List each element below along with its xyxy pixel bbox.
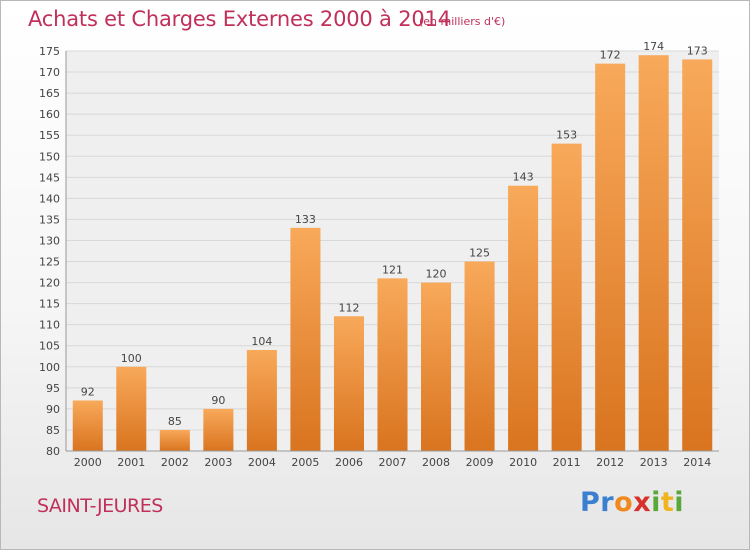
- commune-name: SAINT-JEURES: [37, 495, 163, 517]
- y-tick-label: 140: [39, 192, 60, 205]
- y-tick-label: 125: [39, 256, 60, 269]
- chart-title: Achats et Charges Externes 2000 à 2014: [28, 7, 451, 31]
- x-tick-label: 2002: [161, 456, 189, 469]
- y-tick-label: 95: [46, 382, 60, 395]
- logo-letter: i: [651, 487, 661, 518]
- data-label: 153: [556, 129, 577, 142]
- x-tick-label: 2009: [466, 456, 494, 469]
- y-tick-label: 150: [39, 150, 60, 163]
- y-tick-label: 170: [39, 66, 60, 79]
- bar-2004: [246, 349, 277, 451]
- data-label: 133: [295, 213, 316, 226]
- bar-2005: [290, 227, 321, 451]
- bar-2014: [682, 59, 713, 451]
- x-tick-label: 2011: [553, 456, 581, 469]
- data-label: 125: [469, 247, 490, 260]
- y-tick-label: 145: [39, 171, 60, 184]
- y-tick-label: 165: [39, 87, 60, 100]
- bar-2013: [638, 55, 669, 452]
- bar-2008: [421, 282, 452, 451]
- bar-2002: [159, 429, 190, 451]
- x-tick-label: 2012: [596, 456, 624, 469]
- y-tick-label: 80: [46, 445, 60, 458]
- bar-2000: [72, 400, 103, 451]
- logo-letter: P: [580, 487, 601, 518]
- y-tick-label: 110: [39, 319, 60, 332]
- data-label: 173: [687, 44, 708, 57]
- data-label: 100: [121, 352, 142, 365]
- logo-letter: x: [633, 487, 652, 518]
- x-tick-label: 2004: [248, 456, 276, 469]
- bar-2010: [508, 185, 539, 451]
- data-label: 92: [81, 385, 95, 398]
- bar-2011: [551, 143, 582, 451]
- x-tick-label: 2007: [379, 456, 407, 469]
- data-label: 104: [251, 335, 272, 348]
- bar-2006: [333, 316, 364, 451]
- logo-letter: r: [600, 487, 615, 518]
- data-label: 120: [426, 268, 447, 281]
- chart-unit: (en milliers d'€): [419, 15, 506, 28]
- proxiti-logo: Proxiti: [580, 487, 684, 518]
- bar-2009: [464, 261, 495, 451]
- y-tick-label: 115: [39, 298, 60, 311]
- data-label: 112: [338, 301, 359, 314]
- bar-2003: [203, 408, 234, 451]
- bar-2007: [377, 278, 408, 451]
- data-label: 90: [211, 394, 225, 407]
- data-label: 143: [513, 171, 534, 184]
- y-tick-label: 175: [39, 45, 60, 58]
- y-tick-label: 105: [39, 340, 60, 353]
- x-tick-label: 2000: [74, 456, 102, 469]
- x-tick-label: 2014: [683, 456, 711, 469]
- bar-2001: [116, 366, 147, 451]
- bar-2012: [595, 63, 626, 451]
- data-label: 85: [168, 415, 182, 428]
- logo-letter: o: [614, 487, 634, 518]
- x-tick-label: 2008: [422, 456, 450, 469]
- x-tick-label: 2003: [204, 456, 232, 469]
- x-tick-label: 2006: [335, 456, 363, 469]
- logo-letter: i: [674, 487, 685, 518]
- y-tick-label: 120: [39, 277, 60, 290]
- y-tick-label: 155: [39, 129, 60, 142]
- data-label: 172: [600, 49, 621, 62]
- x-tick-label: 2013: [640, 456, 668, 469]
- x-tick-label: 2010: [509, 456, 537, 469]
- y-tick-label: 135: [39, 213, 60, 226]
- y-tick-label: 85: [46, 424, 60, 437]
- data-label: 174: [643, 40, 664, 53]
- data-label: 121: [382, 263, 403, 276]
- y-tick-label: 90: [46, 403, 60, 416]
- y-tick-label: 100: [39, 361, 60, 374]
- x-tick-label: 2001: [117, 456, 145, 469]
- x-tick-label: 2005: [291, 456, 319, 469]
- logo-letter: t: [660, 487, 675, 518]
- y-tick-label: 160: [39, 108, 60, 121]
- y-tick-label: 130: [39, 234, 60, 247]
